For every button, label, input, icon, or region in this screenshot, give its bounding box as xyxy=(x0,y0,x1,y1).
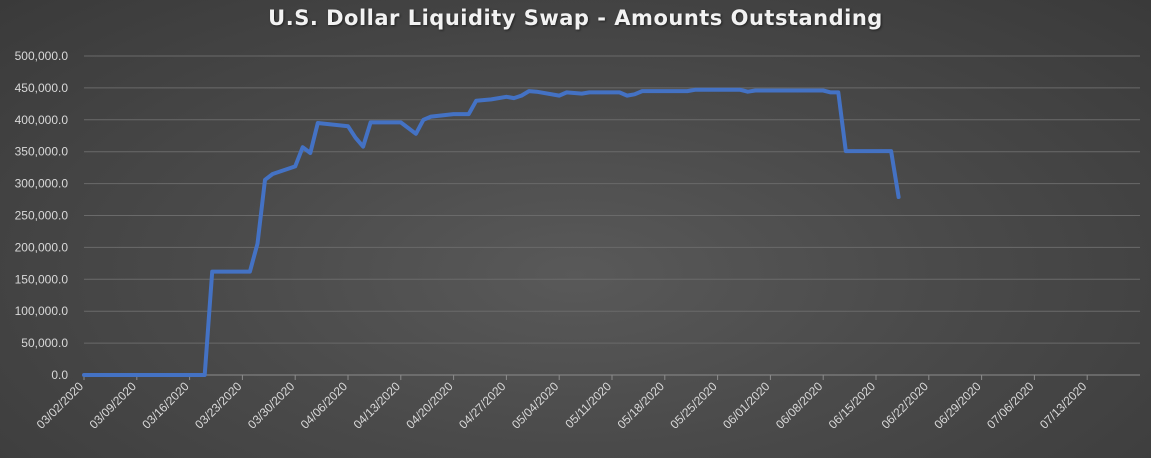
x-tick-label: 05/18/2020 xyxy=(615,379,668,432)
y-tick-label: 0.0 xyxy=(51,368,68,382)
x-tick-label: 06/01/2020 xyxy=(720,379,773,432)
y-tick-label: 150,000.0 xyxy=(15,272,69,286)
x-tick-label: 04/27/2020 xyxy=(456,379,509,432)
y-tick-label: 100,000.0 xyxy=(15,304,69,318)
y-tick-label: 350,000.0 xyxy=(15,145,69,159)
y-tick-label: 300,000.0 xyxy=(15,177,69,191)
x-tick-label: 07/06/2020 xyxy=(984,379,1037,432)
x-tick-label: 04/13/2020 xyxy=(351,379,404,432)
x-tick-label: 05/25/2020 xyxy=(667,379,720,432)
x-tick-label: 06/15/2020 xyxy=(826,379,879,432)
series-line xyxy=(82,87,901,377)
x-tick-label: 04/06/2020 xyxy=(298,379,351,432)
x-tick-label: 03/02/2020 xyxy=(34,379,87,432)
x-tick-label: 03/16/2020 xyxy=(139,379,192,432)
x-tick-label: 04/20/2020 xyxy=(403,379,456,432)
chart-title: U.S. Dollar Liquidity Swap - Amounts Out… xyxy=(268,6,883,30)
x-tick-label: 03/30/2020 xyxy=(245,379,298,432)
y-tick-label: 250,000.0 xyxy=(15,209,69,223)
y-tick-label: 450,000.0 xyxy=(15,81,69,95)
y-tick-label: 500,000.0 xyxy=(15,49,69,63)
y-tick-label: 50,000.0 xyxy=(21,336,68,350)
x-tick-label: 06/22/2020 xyxy=(879,379,932,432)
x-tick-label: 03/09/2020 xyxy=(87,379,140,432)
x-tick-label: 05/04/2020 xyxy=(509,379,562,432)
y-tick-label: 400,000.0 xyxy=(15,113,69,127)
x-tick-label: 06/29/2020 xyxy=(931,379,984,432)
x-tick-label: 07/13/2020 xyxy=(1037,379,1090,432)
x-tick-label: 06/08/2020 xyxy=(773,379,826,432)
y-tick-label: 200,000.0 xyxy=(15,240,69,254)
x-tick-label: 05/11/2020 xyxy=(562,379,614,431)
x-tick-label: 03/23/2020 xyxy=(192,379,245,432)
